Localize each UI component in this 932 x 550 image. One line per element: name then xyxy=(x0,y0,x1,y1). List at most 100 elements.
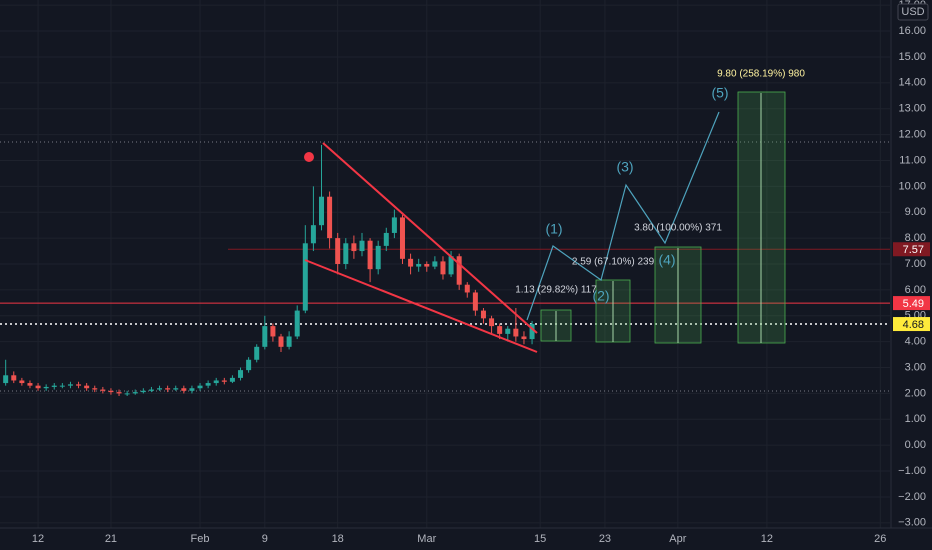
candle-body xyxy=(67,384,73,386)
x-tick-label: 15 xyxy=(534,533,546,545)
y-tick-label: 1.00 xyxy=(905,413,926,425)
wave-label: (3) xyxy=(616,159,633,175)
candle-body xyxy=(92,388,98,390)
candle-body xyxy=(480,310,486,319)
candle-body xyxy=(440,261,446,275)
candle-body xyxy=(464,284,470,293)
wave-label: (2) xyxy=(592,288,609,304)
candle-body xyxy=(11,375,17,381)
candle-body xyxy=(124,393,130,395)
currency: USD xyxy=(901,6,924,18)
y-tick-label: 6.00 xyxy=(905,284,926,296)
price-axis xyxy=(891,0,932,550)
y-tick-label: 11.00 xyxy=(899,154,926,166)
x-tick-label: Feb xyxy=(191,533,210,545)
candle-body xyxy=(100,389,106,391)
x-tick-label: Mar xyxy=(417,533,436,545)
candle-body xyxy=(472,292,478,311)
candle-body xyxy=(448,256,454,275)
y-tick-label: 10.00 xyxy=(898,180,926,192)
candle-body xyxy=(59,385,65,387)
y-tick-label: 0.00 xyxy=(905,439,926,451)
candle-body xyxy=(140,390,146,393)
candle-body xyxy=(84,385,90,389)
wave-label: (4) xyxy=(658,252,675,268)
candle-body xyxy=(319,196,325,226)
target-arrows xyxy=(555,93,762,343)
candle-body xyxy=(157,388,163,390)
candle-body xyxy=(35,385,41,389)
candle-body xyxy=(254,346,260,360)
price-tag xyxy=(893,242,930,257)
target-label: 3.80 (100.00%) 371 xyxy=(634,223,722,234)
price-tag-label: 7.57 xyxy=(903,244,924,256)
candle-body xyxy=(310,225,316,244)
candle-body xyxy=(246,359,252,371)
y-tick-label: −2.00 xyxy=(898,491,926,503)
candle-body xyxy=(416,264,422,267)
candle-body xyxy=(270,326,276,337)
candle-body xyxy=(351,243,357,252)
wedge-upper xyxy=(322,142,538,334)
price-tag-label: 5.49 xyxy=(903,298,924,310)
target-label: 9.80 (258.19%) 980 xyxy=(717,69,805,80)
candle-body xyxy=(165,388,171,390)
currency-box xyxy=(897,3,929,21)
wave-label: (1) xyxy=(545,221,562,237)
candle-body xyxy=(221,380,227,382)
x-tick-label: 18 xyxy=(332,533,344,545)
price-tag-label: 4.68 xyxy=(903,319,924,331)
y-tick-label: −1.00 xyxy=(898,465,926,477)
y-tick-label: 16.00 xyxy=(898,25,926,37)
y-tick-label: 7.00 xyxy=(905,258,926,270)
candle-body xyxy=(27,383,33,386)
candle-body xyxy=(294,310,300,337)
candle-body xyxy=(327,196,333,239)
candle-body xyxy=(173,388,179,390)
candle-body xyxy=(391,217,397,233)
candle-body xyxy=(181,388,187,391)
candle-body xyxy=(132,392,138,394)
candle-body xyxy=(278,336,284,347)
candle-body xyxy=(262,326,268,347)
candle-body xyxy=(51,385,57,387)
candle-body xyxy=(505,328,511,334)
target-label: 1.13 (29.82%) 117 xyxy=(515,285,597,296)
x-tick-label: 12 xyxy=(32,533,44,545)
candle-body xyxy=(375,245,381,270)
candle-body xyxy=(229,377,235,382)
candle-body xyxy=(43,386,49,389)
candle-body xyxy=(408,258,414,267)
candle-body xyxy=(343,243,349,264)
candle-body xyxy=(108,390,114,393)
candle-body xyxy=(76,384,82,386)
axes: 17.0016.0015.0014.0013.0012.0011.0010.00… xyxy=(32,0,930,545)
price-tag xyxy=(893,317,930,332)
y-tick-label: 2.00 xyxy=(905,387,926,399)
candle-body xyxy=(424,264,430,267)
price-tag xyxy=(893,296,930,311)
y-tick-label: 8.00 xyxy=(905,232,926,244)
y-tick-label: 12.00 xyxy=(898,128,926,140)
x-tick-label: Apr xyxy=(669,533,686,545)
candle-body xyxy=(383,232,389,246)
candle-body xyxy=(3,375,9,384)
candle-body xyxy=(335,238,341,264)
x-tick-label: 12 xyxy=(761,533,773,545)
x-tick-label: 23 xyxy=(599,533,611,545)
candle-body xyxy=(205,383,211,386)
y-tick-label: 4.00 xyxy=(905,336,926,348)
x-tick-label: 9 xyxy=(262,533,268,545)
candle-body xyxy=(489,318,495,327)
candle-body xyxy=(116,392,122,394)
y-tick-label: 13.00 xyxy=(898,103,926,115)
candle-body xyxy=(148,389,154,391)
alert-icon xyxy=(304,152,314,162)
candle-body xyxy=(399,217,405,259)
x-tick-label: 21 xyxy=(105,533,117,545)
y-tick-label: −3.00 xyxy=(898,517,926,529)
candle-body xyxy=(367,240,373,270)
candle-body xyxy=(497,326,503,334)
candle-body xyxy=(213,380,219,384)
